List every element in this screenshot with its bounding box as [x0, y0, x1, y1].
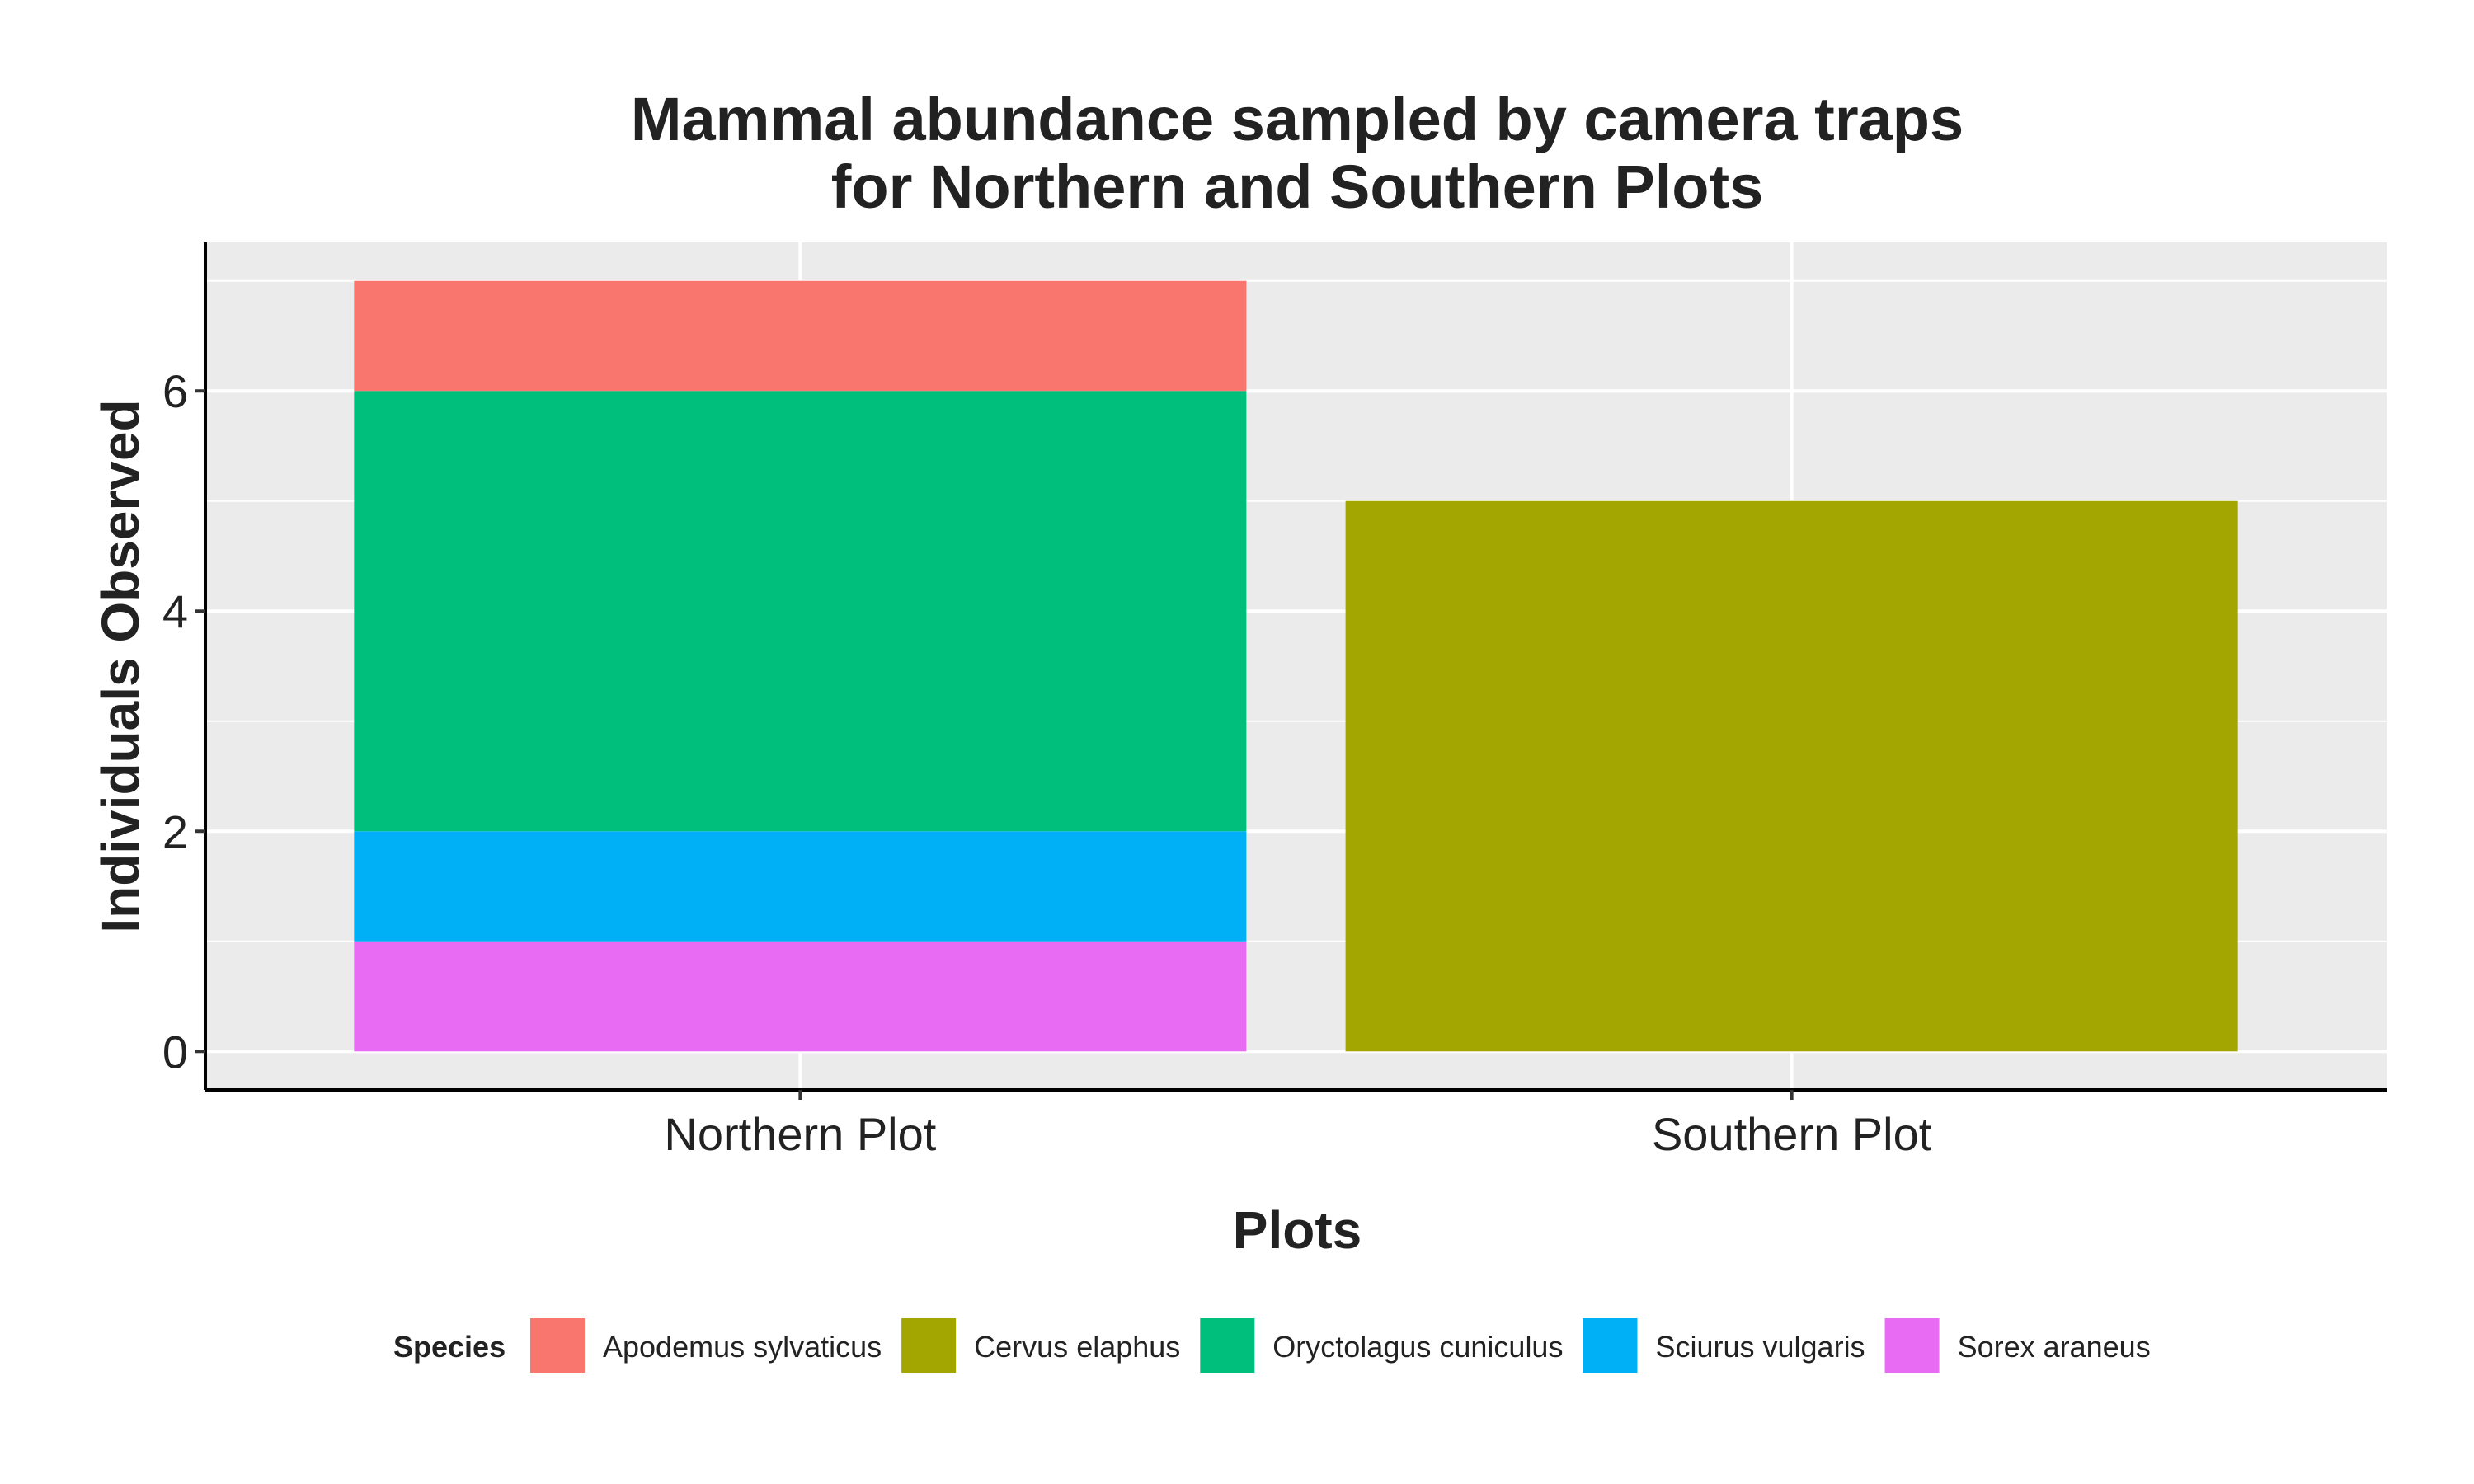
chart-title-line-1: Mammal abundance sampled by camera traps [631, 85, 1964, 153]
legend-swatch [530, 1318, 585, 1373]
y-axis-title: Individuals Observed [91, 399, 150, 932]
legend-label: Sorex araneus [1958, 1330, 2151, 1364]
legend-items: Apodemus sylvaticus Cervus elaphus Oryctol… [530, 1318, 2151, 1373]
y-tick-label: 6 [162, 365, 188, 417]
bar-segment [354, 280, 1247, 392]
legend-item: Sciurus vulgaris [1583, 1318, 1865, 1373]
bars [354, 280, 2238, 1052]
legend-swatch [1583, 1318, 1638, 1373]
bar-segment [1345, 500, 2238, 1052]
y-tick-label: 4 [162, 585, 188, 637]
legend: Species Apodemus sylvaticus Cervus elaphu… [393, 1318, 2151, 1373]
y-axis-ticks: 0 2 4 6 [162, 365, 205, 1078]
legend-swatch [1884, 1318, 1940, 1373]
legend-label: Cervus elaphus [974, 1330, 1180, 1364]
legend-title: Species [393, 1330, 506, 1364]
chart-title: Mammal abundance sampled by camera traps… [631, 85, 1964, 221]
x-tick-label: Northern Plot [664, 1108, 936, 1160]
legend-swatch [1200, 1318, 1255, 1373]
legend-item: Cervus elaphus [901, 1318, 1180, 1373]
chart-title-line-2: for Northern and Southern Plots [831, 153, 1764, 221]
legend-label: Apodemus sylvaticus [603, 1330, 882, 1364]
bar-segment [354, 391, 1247, 832]
legend-swatch [901, 1318, 957, 1373]
legend-item: Sorex araneus [1884, 1318, 2151, 1373]
x-axis-ticks: Northern Plot Southern Plot [664, 1090, 1932, 1160]
legend-label: Oryctolagus cuniculus [1272, 1330, 1563, 1364]
y-tick-label: 2 [162, 805, 188, 857]
legend-label: Sciurus vulgaris [1655, 1330, 1865, 1364]
y-tick-label: 0 [162, 1026, 188, 1078]
x-axis-title: Plots [1233, 1200, 1362, 1260]
legend-item: Apodemus sylvaticus [530, 1318, 882, 1373]
x-tick-label: Southern Plot [1652, 1108, 1932, 1160]
bar-segment [354, 831, 1247, 942]
bar-segment [354, 941, 1247, 1052]
legend-item: Oryctolagus cuniculus [1200, 1318, 1563, 1373]
